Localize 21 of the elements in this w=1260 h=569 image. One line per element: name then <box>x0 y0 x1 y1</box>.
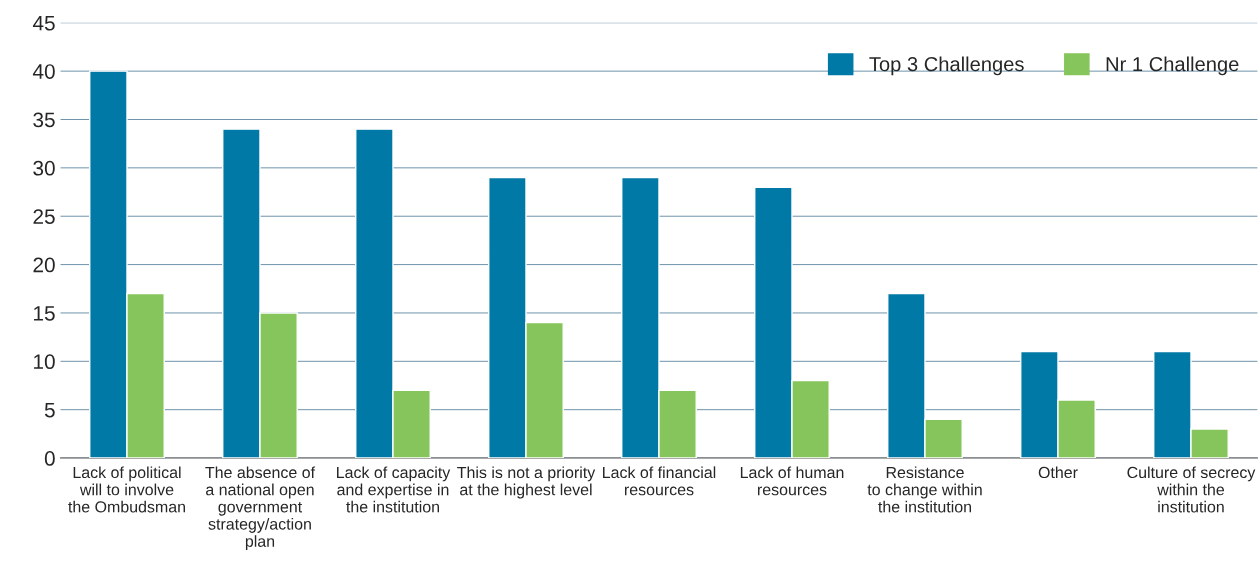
x-tick-label: This is not a priority at the highest level <box>457 466 596 499</box>
x-tick-label: Other <box>1038 466 1078 479</box>
y-tick-label: 25 <box>33 209 55 224</box>
legend-label: Top 3 Challenges <box>869 56 1024 76</box>
y-tick-label: 45 <box>32 15 55 31</box>
x-tick-label: Culture of secrecy within the institution <box>1127 466 1256 513</box>
x-tick-label: Lack of capacity and expertise in the institution <box>337 466 451 513</box>
x-tick-label: Resistance to change within the institution <box>867 466 982 513</box>
x-tick-label: Lack of human resources <box>740 466 844 496</box>
y-tick-label: 10 <box>34 354 55 370</box>
y-tick-label: 0 <box>44 451 55 466</box>
y-tick-label: 40 <box>32 64 55 79</box>
y-tick-label: 5 <box>44 402 55 418</box>
x-tick-label: Lack of political will to involve the Ombudsman <box>68 466 185 513</box>
legend-label: Nr 1 Challenge <box>1106 56 1239 76</box>
y-tick-label: 15 <box>34 306 55 321</box>
x-tick-label: Lack of financial resources <box>603 466 716 496</box>
y-tick-label: 35 <box>33 112 55 128</box>
y-tick-label: 20 <box>33 257 55 273</box>
y-tick-label: 30 <box>33 160 55 176</box>
x-tick-label: The absence of a national open government strategy/action plan <box>205 466 316 551</box>
